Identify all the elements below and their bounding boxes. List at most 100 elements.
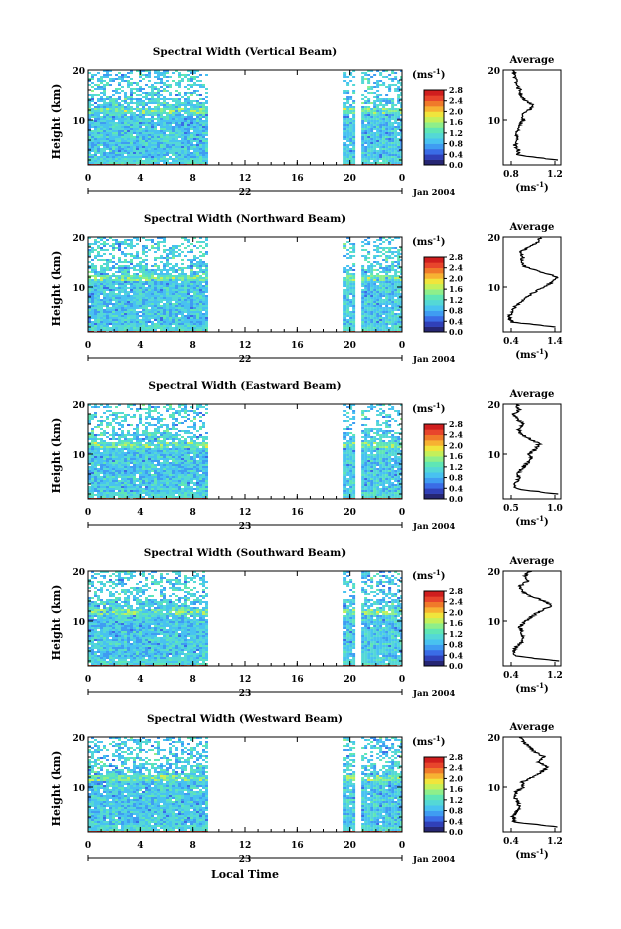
heatmap-cell xyxy=(133,130,136,132)
heatmap-cell xyxy=(163,108,166,110)
heatmap-cell xyxy=(136,146,139,148)
heatmap-cell xyxy=(124,313,127,315)
heatmap-cell xyxy=(193,313,196,315)
heatmap-cell xyxy=(184,237,187,239)
heatmap-cell xyxy=(172,277,175,279)
heatmap-cell xyxy=(163,152,166,154)
heatmap-cell xyxy=(178,303,181,305)
heatmap-cell xyxy=(169,251,172,253)
heatmap-cell xyxy=(130,321,133,323)
heatmap-cell xyxy=(178,130,181,132)
heatmap-cell xyxy=(127,72,130,74)
heatmap-cell xyxy=(385,301,389,303)
heatmap-cell xyxy=(109,494,112,496)
heatmap-cell xyxy=(184,146,187,148)
heatmap-cell xyxy=(205,299,208,301)
heatmap-cell xyxy=(388,90,392,92)
heatmap-cell xyxy=(346,293,350,295)
heatmap-cell xyxy=(205,96,208,98)
heatmap-cell xyxy=(190,263,193,265)
heatmap-cell xyxy=(130,120,133,122)
heatmap-cell xyxy=(166,120,169,122)
heatmap-cell xyxy=(130,150,133,152)
heatmap-cell xyxy=(199,325,202,327)
heatmap-cell xyxy=(124,307,127,309)
heatmap-cell xyxy=(169,122,172,124)
heatmap-cell xyxy=(118,120,121,122)
heatmap-cell xyxy=(115,406,118,408)
heatmap-cell xyxy=(373,315,377,317)
heatmap-cell xyxy=(373,327,377,329)
heatmap-cell xyxy=(112,150,115,152)
heatmap-cell xyxy=(94,108,97,110)
heatmap-cell xyxy=(106,321,109,323)
heatmap-cell xyxy=(100,285,103,287)
heatmap-cell xyxy=(400,110,402,112)
heatmap-cell xyxy=(175,94,178,96)
heatmap-cell xyxy=(88,132,91,134)
heatmap-cell xyxy=(397,100,401,102)
heatmap-cell xyxy=(139,291,142,293)
heatmap-cell xyxy=(343,146,347,148)
heatmap-cell xyxy=(118,126,121,128)
heatmap-cell xyxy=(103,472,106,474)
heatmap-cell xyxy=(178,299,181,301)
heatmap-cell xyxy=(106,309,109,311)
heatmap-cell xyxy=(148,132,151,134)
colorbar-swatch xyxy=(424,257,444,263)
heatmap-cell xyxy=(163,84,166,86)
heatmap-cell xyxy=(151,148,154,150)
heatmap-cell xyxy=(112,247,115,249)
heatmap-cell xyxy=(385,287,389,289)
heatmap-cell xyxy=(187,74,190,76)
heatmap-cell xyxy=(400,281,402,283)
heatmap-cell xyxy=(121,273,124,275)
heatmap-cell xyxy=(166,271,169,273)
heatmap-cell xyxy=(394,136,398,138)
heatmap-cell xyxy=(385,118,389,120)
heatmap-cell xyxy=(115,114,118,116)
heatmap-cell xyxy=(157,124,160,126)
heatmap-cell xyxy=(187,239,190,241)
heatmap-cell xyxy=(121,277,124,279)
heatmap-cell xyxy=(124,305,127,307)
heatmap-cell xyxy=(361,299,365,301)
heatmap-cell xyxy=(154,94,157,96)
heatmap-cell xyxy=(157,130,160,132)
heatmap-cell xyxy=(145,291,148,293)
heatmap-cell xyxy=(127,84,130,86)
heatmap-cell xyxy=(367,114,371,116)
heatmap-cell xyxy=(94,319,97,321)
heatmap-cell xyxy=(145,305,148,307)
heatmap-cell xyxy=(391,152,395,154)
heatmap-cell xyxy=(379,297,383,299)
heatmap-cell xyxy=(160,138,163,140)
heatmap-cell xyxy=(115,263,118,265)
heatmap-cell xyxy=(346,150,350,152)
heatmap-cell xyxy=(88,454,91,456)
heatmap-cell xyxy=(352,70,356,72)
heatmap-cell xyxy=(367,136,371,138)
heatmap-cell xyxy=(94,132,97,134)
heatmap-cell xyxy=(187,275,190,277)
heatmap-cell xyxy=(352,108,356,110)
heatmap-cell xyxy=(103,245,106,247)
heatmap-cell xyxy=(91,297,94,299)
heatmap-cell xyxy=(115,243,118,245)
heatmap-cell xyxy=(91,466,94,468)
heatmap-cell xyxy=(205,124,208,126)
heatmap-cell xyxy=(187,313,190,315)
heatmap-cell xyxy=(166,291,169,293)
heatmap-cell xyxy=(142,237,145,239)
heatmap-cell xyxy=(391,309,395,311)
heatmap-cell xyxy=(364,146,368,148)
heatmap-cell xyxy=(364,273,368,275)
heatmap-cell xyxy=(376,273,380,275)
heatmap-cell xyxy=(133,152,136,154)
heatmap-cell xyxy=(349,124,353,126)
heatmap-cell xyxy=(163,307,166,309)
heatmap-cell xyxy=(385,295,389,297)
heatmap-cell xyxy=(130,78,133,80)
heatmap-cell xyxy=(94,243,97,245)
heatmap-cell xyxy=(397,154,401,156)
